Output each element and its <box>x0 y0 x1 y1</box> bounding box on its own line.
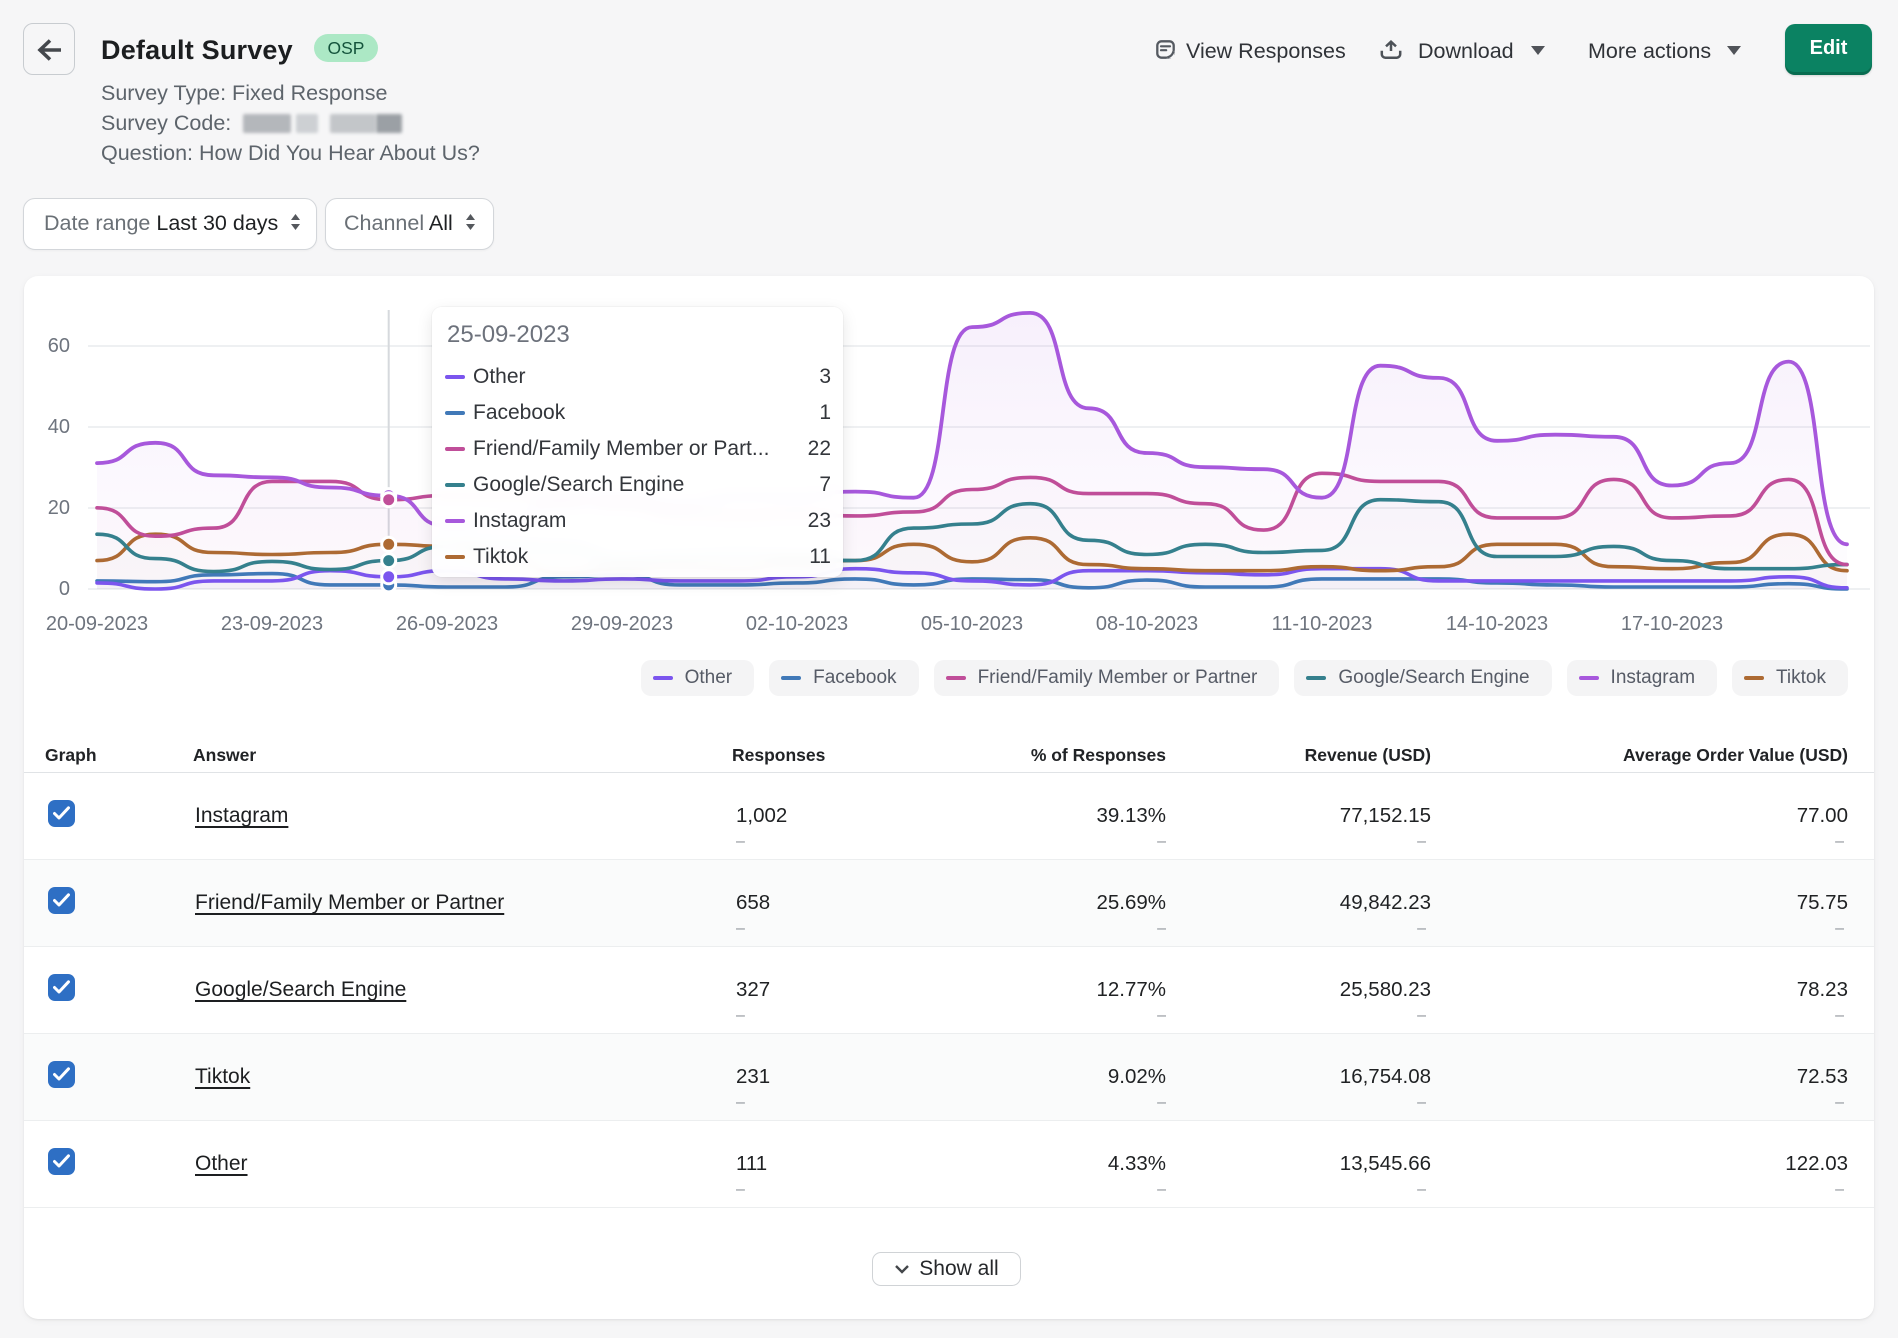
svg-text:14-10-2023: 14-10-2023 <box>1446 613 1548 635</box>
svg-text:20-09-2023: 20-09-2023 <box>46 613 148 635</box>
svg-text:17-10-2023: 17-10-2023 <box>1621 613 1723 635</box>
svg-text:02-10-2023: 02-10-2023 <box>746 613 848 635</box>
svg-text:08-10-2023: 08-10-2023 <box>1096 613 1198 635</box>
svg-text:40: 40 <box>48 416 70 438</box>
svg-text:23-09-2023: 23-09-2023 <box>221 613 323 635</box>
svg-text:29-09-2023: 29-09-2023 <box>571 613 673 635</box>
svg-text:05-10-2023: 05-10-2023 <box>921 613 1023 635</box>
svg-text:20: 20 <box>48 497 70 519</box>
svg-text:60: 60 <box>48 335 70 357</box>
svg-text:26-09-2023: 26-09-2023 <box>396 613 498 635</box>
svg-text:0: 0 <box>59 578 70 600</box>
svg-text:11-10-2023: 11-10-2023 <box>1272 613 1373 635</box>
